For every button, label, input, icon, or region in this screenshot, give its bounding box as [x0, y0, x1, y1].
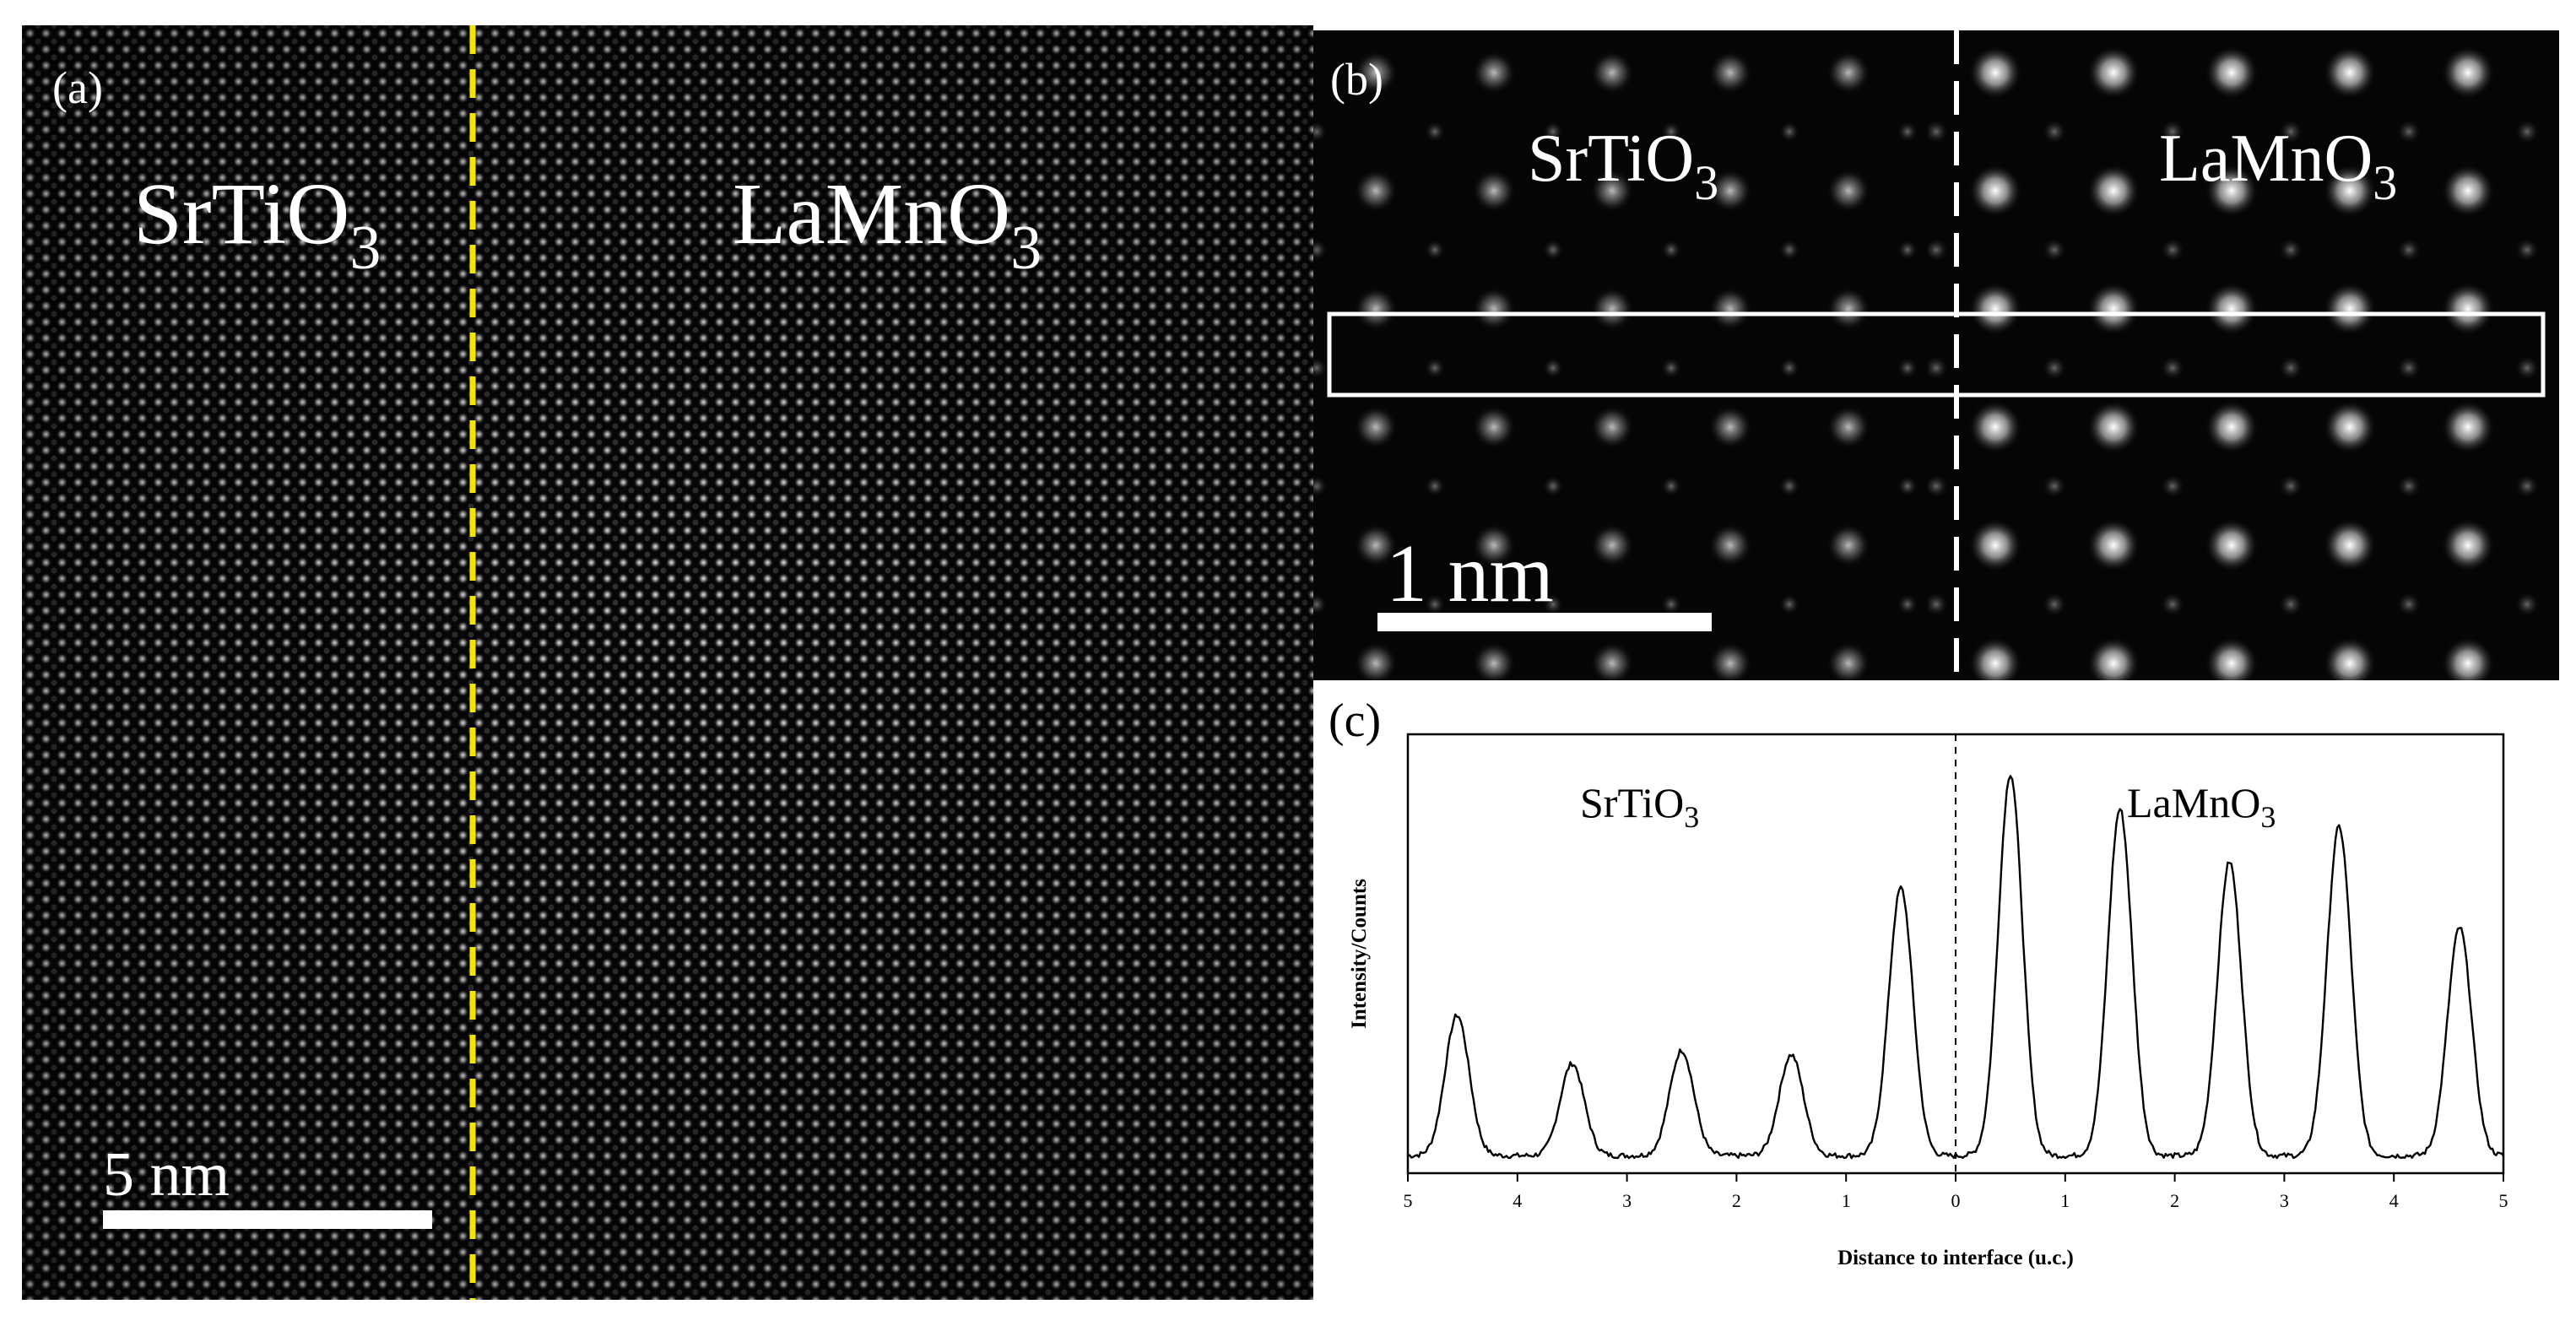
- panel-label: (c): [1329, 695, 1381, 747]
- y-axis-label: Intensity/Counts: [1348, 879, 1371, 1029]
- material-label-left: SrTiO3: [133, 165, 381, 283]
- scale-bar-label: 1 nm: [1386, 528, 1554, 620]
- material-label-right: LaMnO3: [2127, 779, 2276, 834]
- x-tick-label: 0: [1951, 1190, 1961, 1211]
- x-tick-label: 1: [2060, 1190, 2070, 1211]
- lattice-image-a: (a) SrTiO3 LaMnO3 5 nm: [22, 25, 1313, 1300]
- x-tick-label: 2: [2170, 1190, 2179, 1211]
- stem-image-panel-a: (a) SrTiO3 LaMnO3 5 nm: [22, 25, 1313, 1300]
- x-tick-label: 5: [1404, 1190, 1413, 1211]
- material-label-right: LaMnO3: [2159, 122, 2397, 210]
- x-tick-label: 5: [2499, 1190, 2508, 1211]
- scale-bar-label: 5 nm: [103, 1140, 230, 1209]
- line-profile-panel-c: (c) 5 4 3 2 1 0 1 2 3 4 5 SrTiO3 LaMnO3 Distance t…: [1313, 684, 2559, 1300]
- lamno3-atom-columns: [1928, 30, 2559, 680]
- x-tick-label: 3: [2280, 1190, 2289, 1211]
- x-tick-label: 2: [1732, 1190, 1741, 1211]
- panel-label: (b): [1330, 54, 1383, 105]
- x-tick-label: 1: [1842, 1190, 1851, 1211]
- material-label-right: LaMnO3: [733, 165, 1042, 283]
- scale-bar: [1377, 613, 1712, 631]
- line-profile-box: [1327, 311, 2546, 398]
- x-axis-label: Distance to interface (u.c.): [1837, 1247, 2074, 1269]
- srtio3-atom-columns: [1313, 30, 1928, 680]
- stem-image-panel-b: (b) SrTiO3 LaMnO3 1 nm: [1313, 30, 2559, 680]
- x-tick-label: 3: [1622, 1190, 1632, 1211]
- x-tick-label: 4: [1513, 1190, 1522, 1211]
- x-axis-ticks: 5 4 3 2 1 0 1 2 3 4 5: [1404, 1173, 2508, 1211]
- material-label-left: SrTiO3: [1580, 779, 1699, 834]
- material-label-left: SrTiO3: [1528, 122, 1718, 210]
- panel-label: (a): [52, 62, 103, 113]
- scale-bar: [103, 1210, 432, 1229]
- lattice-image-b: (b) SrTiO3 LaMnO3 1 nm: [1313, 30, 2559, 680]
- x-tick-label: 4: [2389, 1190, 2399, 1211]
- intensity-profile-chart: (c) 5 4 3 2 1 0 1 2 3 4 5 SrTiO3 LaMnO3 Distance t…: [1329, 695, 2508, 1269]
- intensity-series-line: [1407, 775, 2504, 1160]
